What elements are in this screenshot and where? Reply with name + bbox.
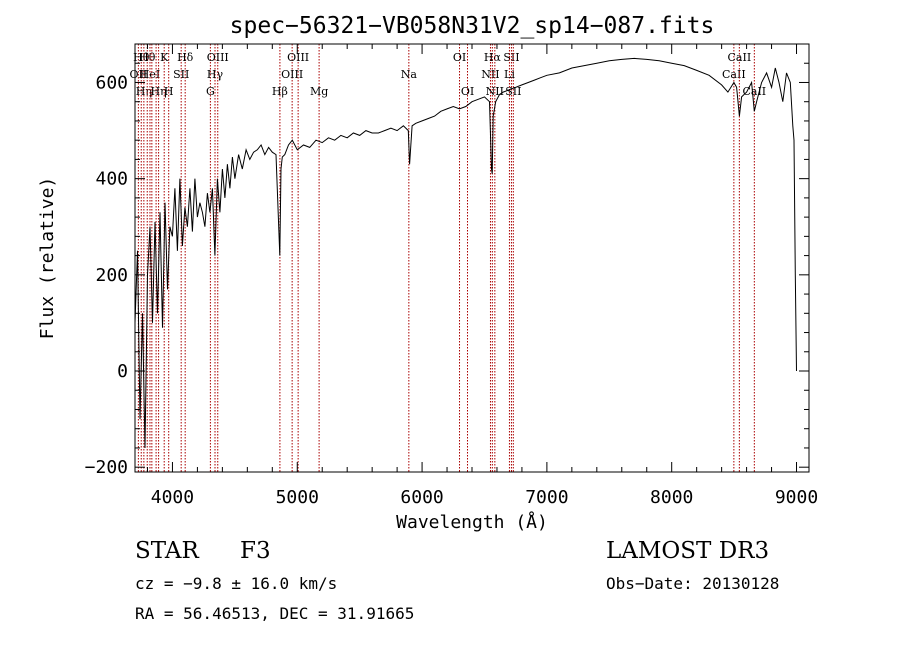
observation-date: Obs−Date: 20130128 — [606, 574, 780, 593]
spectral-line-label: Hθ — [133, 51, 150, 64]
coordinates: RA = 56.46513, DEC = 31.91665 — [135, 604, 415, 623]
y-axis: −200 0 200 400 600 — [85, 62, 809, 478]
spectral-line-label: Hδ — [177, 51, 194, 64]
spectral-line-label: Na — [401, 68, 418, 81]
spectral-line-label: OI — [461, 85, 474, 98]
y-tick-label: 600 — [95, 72, 128, 93]
y-tick-label: −200 — [85, 457, 128, 478]
spectral-line-label: CaII — [742, 85, 766, 98]
y-tick-label: 0 — [117, 361, 128, 382]
spectral-line-label: OI — [453, 51, 466, 64]
spectral-line-label: H — [164, 85, 174, 98]
x-axis: 4000 5000 6000 7000 8000 9000 — [146, 44, 818, 508]
spectral-line-label: K — [160, 51, 169, 64]
plot-frame — [134, 43, 810, 473]
x-tick-label: 9000 — [775, 487, 818, 508]
spectral-line-label: Hθ — [139, 51, 156, 64]
spectral-line-label: OIII — [207, 51, 229, 64]
y-axis-label: Flux (relative) — [37, 177, 58, 340]
redshift-cz: cz = −9.8 ± 16.0 km/s — [135, 574, 338, 593]
object-subclass: F3 — [240, 538, 271, 564]
object-class: STAR — [135, 538, 199, 564]
spectral-line-label: G — [206, 85, 215, 98]
spectral-line-label: SII — [503, 51, 519, 64]
spectral-line-label: OIII — [281, 68, 303, 81]
spectral-line-label: HeI — [140, 68, 160, 81]
spectral-line-label: Li — [504, 68, 515, 81]
x-tick-label: 7000 — [525, 487, 568, 508]
x-tick-label: 5000 — [276, 487, 319, 508]
survey-name: LAMOST DR3 — [606, 538, 770, 564]
spectral-line-label: CaII — [728, 51, 752, 64]
spectral-line-label: Hη — [136, 85, 152, 98]
spectral-line-label: Mg — [310, 85, 328, 98]
spectral-line-label: Hγ — [207, 68, 224, 81]
spectral-line-label: NII — [486, 85, 504, 98]
x-tick-label: 4000 — [151, 487, 194, 508]
spectral-line-label: CaII — [722, 68, 746, 81]
spectrum-line — [134, 57, 797, 449]
y-tick-label: 200 — [95, 265, 128, 286]
x-tick-label: 6000 — [400, 487, 443, 508]
x-axis-label: Wavelength (Å) — [396, 511, 548, 533]
spectral-line-label: OII — [130, 68, 148, 81]
spectral-line-label: Hη — [150, 85, 166, 98]
spectral-line-label: SII — [505, 85, 521, 98]
spectral-line-label: Hα — [484, 51, 502, 64]
chart-title: spec−56321−VB058N31V2_sp14−087.fits — [230, 13, 715, 39]
spectral-line-label: Hβ — [272, 85, 288, 98]
x-tick-label: 8000 — [650, 487, 693, 508]
y-tick-label: 400 — [95, 169, 128, 190]
spectral-line-label: SII — [173, 68, 189, 81]
spectral-line-label: NII — [481, 68, 499, 81]
spectral-line-label: OIII — [287, 51, 309, 64]
